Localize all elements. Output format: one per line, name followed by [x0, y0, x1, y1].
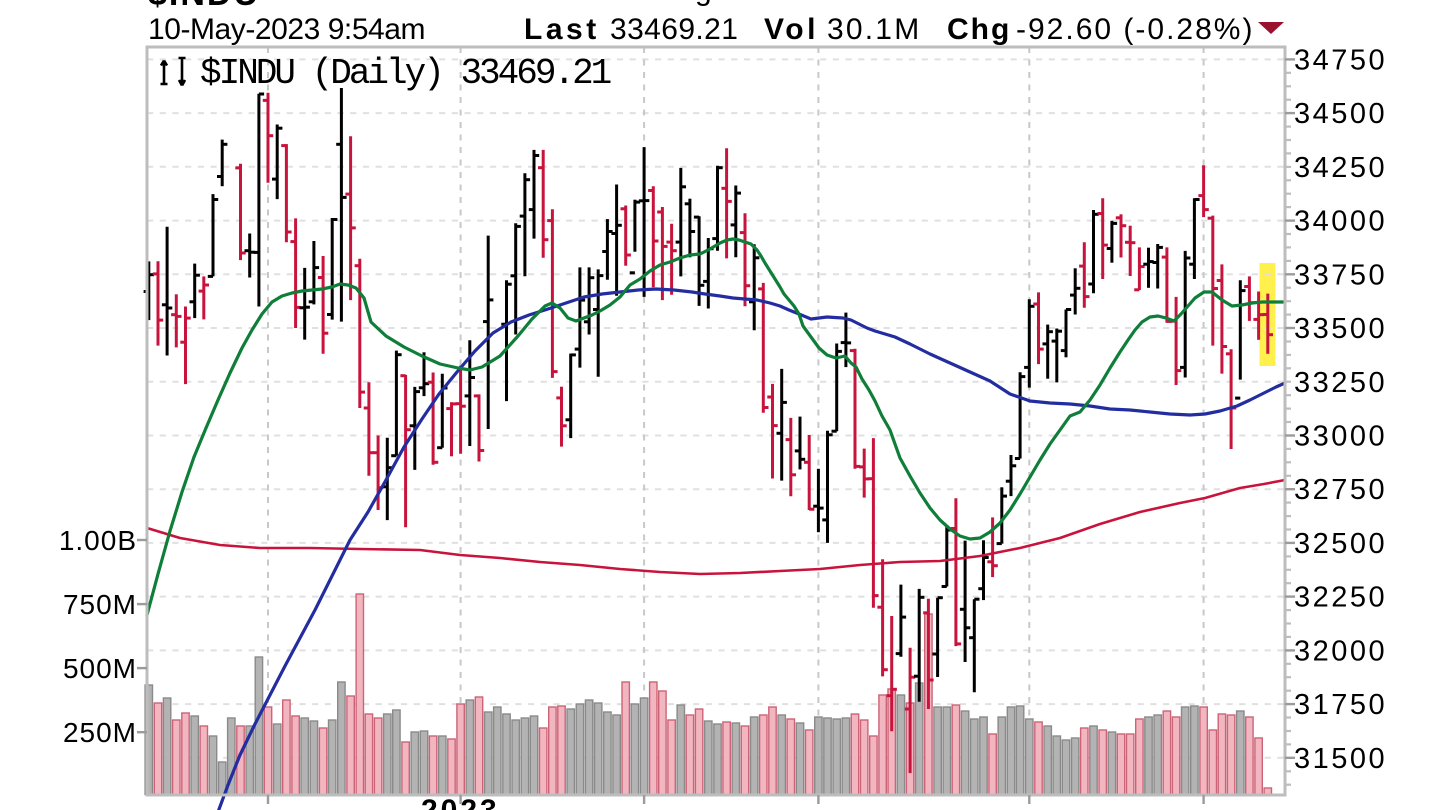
svg-text:g: g	[695, 0, 712, 7]
svg-text:Vol: Vol	[764, 13, 819, 46]
svg-text:$INDU: $INDU	[148, 0, 260, 13]
svg-text:32500: 32500	[1294, 528, 1387, 560]
svg-text:33750: 33750	[1294, 259, 1387, 291]
svg-text:31750: 31750	[1294, 689, 1387, 721]
svg-text:31500: 31500	[1294, 743, 1387, 775]
svg-text:33250: 33250	[1294, 367, 1387, 399]
svg-text:32250: 32250	[1294, 582, 1387, 614]
svg-text:10-May-2023 9:54am: 10-May-2023 9:54am	[148, 13, 425, 46]
svg-text:Last: Last	[524, 13, 600, 46]
svg-text:34250: 34250	[1294, 152, 1387, 184]
svg-text:32000: 32000	[1294, 635, 1387, 667]
svg-text:$INDU (Daily) 33469.21: $INDU (Daily) 33469.21	[200, 53, 611, 94]
svg-text:32750: 32750	[1294, 474, 1387, 506]
svg-text:250M: 250M	[63, 717, 137, 748]
svg-text:34500: 34500	[1294, 98, 1387, 130]
svg-text:1.00B: 1.00B	[59, 525, 137, 556]
svg-text:30.1M: 30.1M	[827, 13, 921, 46]
svg-text:34000: 34000	[1294, 206, 1387, 238]
svg-text:2023: 2023	[421, 794, 500, 810]
svg-text:33000: 33000	[1294, 421, 1387, 453]
svg-text:500M: 500M	[63, 653, 137, 684]
svg-text:33469.21: 33469.21	[610, 13, 738, 46]
svg-text:34750: 34750	[1294, 44, 1387, 76]
svg-text:750M: 750M	[63, 589, 137, 620]
svg-text:Chg: Chg	[947, 13, 1011, 46]
svg-text:-92.60 (-0.28%): -92.60 (-0.28%)	[1016, 13, 1254, 46]
svg-text:33500: 33500	[1294, 313, 1387, 345]
